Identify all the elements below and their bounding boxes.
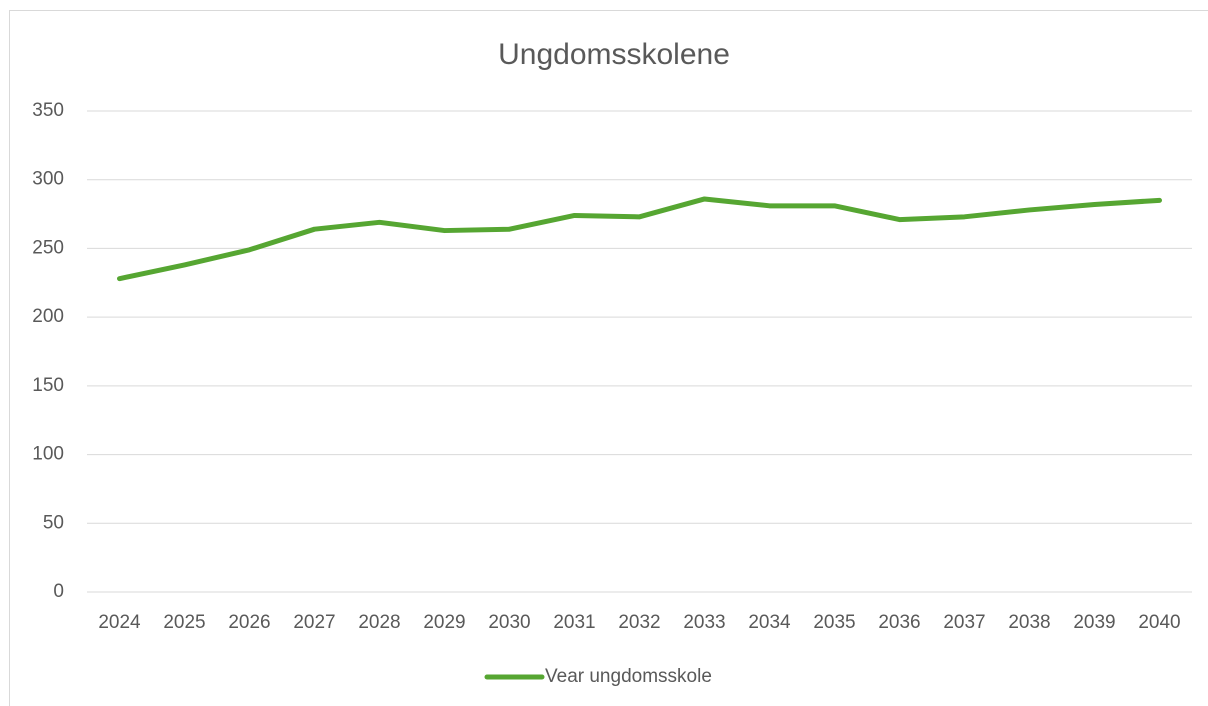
legend-label: Vear ungdomsskole [545, 666, 712, 687]
x-tick-label: 2040 [1138, 612, 1180, 633]
x-tick-label: 2037 [943, 612, 985, 633]
x-tick-label: 2030 [488, 612, 530, 633]
x-tick-label: 2033 [683, 612, 725, 633]
y-tick-label: 100 [32, 444, 64, 465]
y-tick-label: 250 [32, 237, 64, 258]
y-tick-label: 200 [32, 306, 64, 327]
y-tick-label: 0 [53, 581, 64, 602]
x-tick-label: 2028 [358, 612, 400, 633]
chart-title: Ungdomsskolene [498, 38, 730, 71]
y-tick-label: 150 [32, 375, 64, 396]
x-tick-label: 2029 [423, 612, 465, 633]
line-series [117, 196, 1162, 282]
x-tick-label: 2031 [553, 612, 595, 633]
x-tick-label: 2038 [1008, 612, 1050, 633]
x-tick-label: 2034 [748, 612, 791, 633]
y-tick-label: 300 [32, 169, 64, 190]
x-tick-label: 2036 [878, 612, 920, 633]
x-tick-label: 2032 [618, 612, 660, 633]
chart-border [9, 10, 1208, 706]
y-tick-label: 50 [43, 512, 64, 533]
y-tick-label: 350 [32, 100, 64, 121]
x-tick-label: 2026 [228, 612, 270, 633]
x-tick-label: 2035 [813, 612, 855, 633]
x-tick-label: 2027 [293, 612, 335, 633]
x-tick-label: 2025 [163, 612, 205, 633]
x-tick-label: 2039 [1073, 612, 1115, 633]
x-tick-label: 2024 [98, 612, 141, 633]
